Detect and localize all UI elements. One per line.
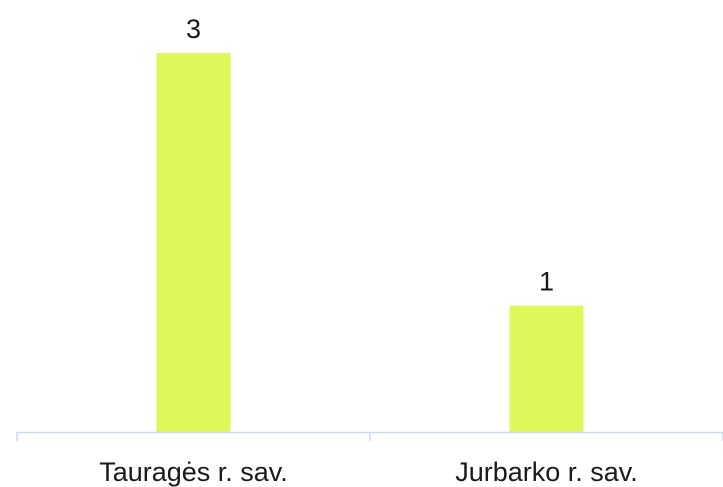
x-axis-tick-label: Tauragės r. sav.: [99, 457, 288, 487]
bar-value-label: 3: [186, 14, 201, 44]
value-labels-group: 31: [186, 14, 554, 297]
x-axis-tick-label: Jurbarko r. sav.: [455, 457, 638, 487]
bar-value-label: 1: [539, 267, 554, 297]
bar: [156, 53, 231, 432]
x-axis-tick-labels-group: Tauragės r. sav. Jurbarko r. sav.: [99, 457, 638, 487]
x-axis-ticks-group: [16, 432, 723, 441]
bar: [509, 305, 584, 432]
bars-group: [156, 53, 584, 432]
